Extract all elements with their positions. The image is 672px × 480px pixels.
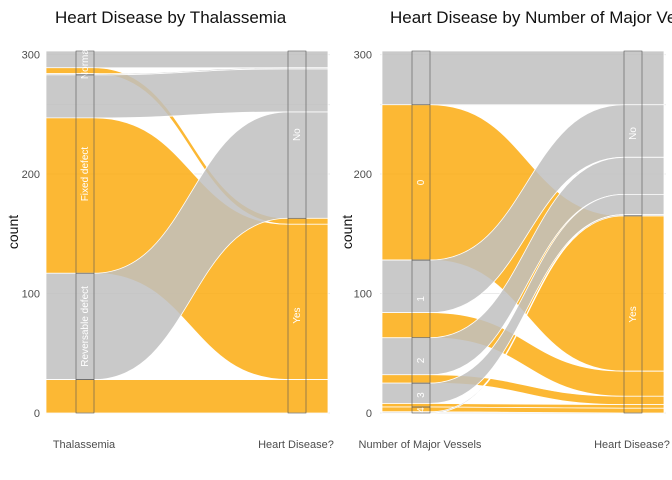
- stratum-label: Normal: [80, 47, 91, 79]
- stratum-label: No: [628, 127, 639, 140]
- stratum-label: Yes: [628, 306, 639, 322]
- flow-no: [381, 50, 665, 106]
- y-tick-label: 300: [354, 50, 372, 62]
- flow-group: [45, 50, 329, 414]
- stratum-label: 4: [416, 407, 427, 413]
- y-tick-label: 300: [22, 50, 40, 62]
- y-tick-label: 100: [22, 289, 40, 301]
- y-tick-label: 200: [22, 169, 40, 181]
- stratum-label: 1: [416, 296, 427, 302]
- y-tick-label: 0: [34, 408, 40, 420]
- stratum-label: 0: [416, 179, 427, 185]
- flow-no: [381, 214, 665, 414]
- stratum-label: Reversable defect: [80, 286, 91, 367]
- x-axis-label: Heart Disease?: [258, 439, 334, 451]
- y-axis-label: count: [339, 215, 355, 249]
- chart-title: Heart Disease by Number of Major Vessels: [390, 8, 672, 27]
- panel-thalassemia: Heart Disease by Thalassemia 0 100 200 300 c…: [5, 8, 334, 451]
- panel-major-vessels: Heart Disease by Number of Major Vessels…: [339, 8, 672, 451]
- stratum-label: No: [292, 128, 303, 141]
- flow-yes: [45, 379, 329, 414]
- y-tick-label: 200: [354, 169, 372, 181]
- stratum-label: Yes: [292, 307, 303, 323]
- x-axis-label: Thalassemia: [53, 439, 116, 451]
- stratum-label: 3: [416, 392, 427, 398]
- y-tick-label: 0: [366, 408, 372, 420]
- stratum-box: [411, 406, 431, 414]
- x-axis-label: Heart Disease?: [594, 439, 670, 451]
- flow-group: [381, 50, 665, 414]
- stratum-box: [623, 215, 643, 414]
- stratum-label: Fixed defect: [80, 147, 91, 202]
- flow-no: [45, 111, 329, 380]
- stratum-label: 2: [416, 357, 427, 363]
- x-axis-label: Number of Major Vessels: [359, 439, 482, 451]
- chart-title: Heart Disease by Thalassemia: [55, 8, 287, 27]
- y-tick-label: 100: [354, 289, 372, 301]
- stratum-box: [75, 379, 95, 414]
- y-axis-label: count: [5, 215, 21, 249]
- stratum-box: [287, 217, 307, 414]
